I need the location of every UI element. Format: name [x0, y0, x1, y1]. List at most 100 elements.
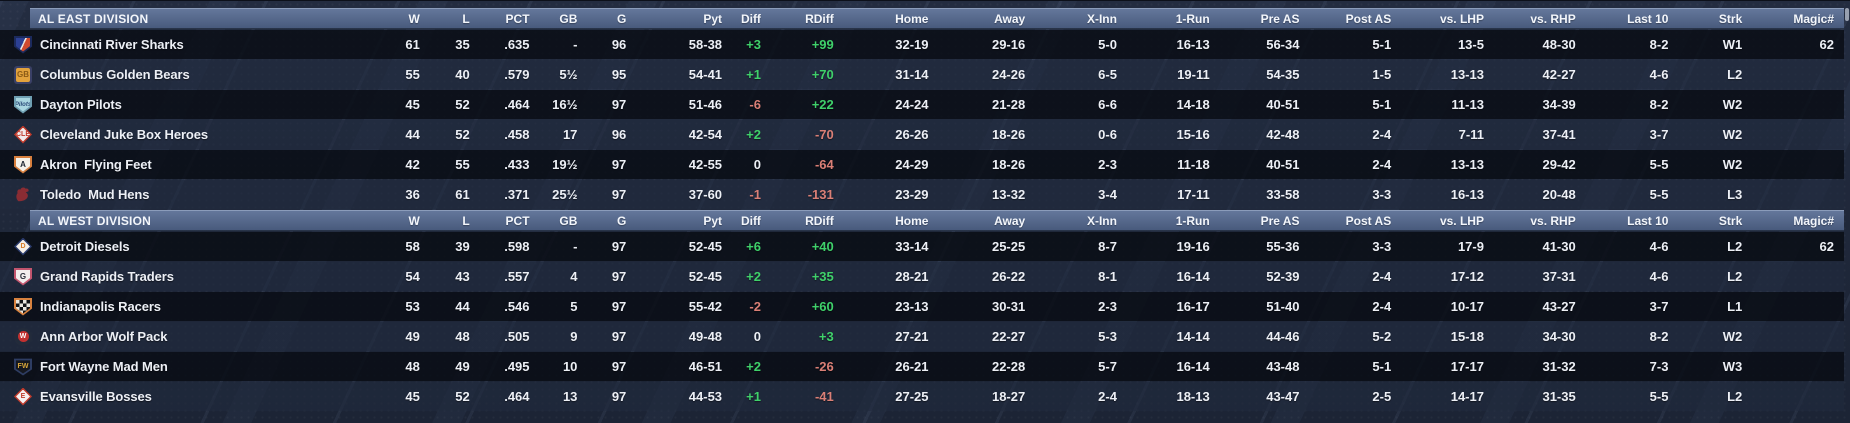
team-name[interactable]: Cincinnati River Sharks [40, 37, 184, 52]
column-header-home[interactable]: Home [895, 11, 929, 26]
team-row-indianapolis-racers[interactable]: Indianapolis Racers 53 44 .546 5 97 55-42 -2 +60… [0, 292, 1844, 321]
stat-vs-rhp: 31-32 [1542, 359, 1576, 374]
column-header-away[interactable]: Away [994, 213, 1026, 228]
column-header-g[interactable]: G [616, 11, 627, 26]
standings-table: AL EAST DIVISION W L PCT GB G Pyt Diff RDiff Home… [0, 8, 1844, 411]
column-header-w[interactable]: W [408, 213, 420, 228]
team-row-columbus-golden-bears[interactable]: GB Columbus Golden Bears 55 40 .579 5½ 95 54-41… [0, 60, 1844, 89]
team-logo: E [14, 387, 32, 406]
stat-strk: L3 [1727, 187, 1743, 202]
team-row-evansville-bosses[interactable]: E Evansville Bosses 45 52 .464 13 97 44-53 +1 -41… [0, 382, 1844, 411]
column-header-last-10[interactable]: Last 10 [1627, 213, 1669, 228]
column-header-pct[interactable]: PCT [505, 213, 530, 228]
column-header-pct[interactable]: PCT [505, 11, 530, 26]
team-cell[interactable]: D Detroit Diesels [0, 237, 360, 256]
column-header-rdiff[interactable]: RDiff [805, 213, 834, 228]
stat-pre-as: 43-48 [1266, 359, 1300, 374]
column-header-pre-as[interactable]: Pre AS [1260, 11, 1300, 26]
stat-w: 36 [405, 187, 420, 202]
stat-l: 49 [455, 359, 470, 374]
team-row-ann-arbor-wolf-pack[interactable]: W Ann Arbor Wolf Pack 49 48 .505 9 97 49-48 0 +3 2… [0, 322, 1844, 351]
column-header-gb[interactable]: GB [559, 213, 578, 228]
column-header-l[interactable]: L [462, 11, 470, 26]
team-row-cincinnati-river-sharks[interactable]: Cincinnati River Sharks 61 35 .635 - 96 58-38 +… [0, 30, 1844, 59]
team-cell[interactable]: Pilots Dayton Pilots [0, 95, 360, 114]
stat-vs-rhp: 41-30 [1542, 239, 1576, 254]
stat-diff: +6 [746, 239, 761, 254]
column-header-last-10[interactable]: Last 10 [1627, 11, 1669, 26]
team-row-grand-rapids-traders[interactable]: G Grand Rapids Traders 54 43 .557 4 97 52-45 +2 +… [0, 262, 1844, 291]
team-name[interactable]: Detroit Diesels [40, 239, 130, 254]
column-header-g[interactable]: G [616, 213, 627, 228]
team-cell[interactable]: W Ann Arbor Wolf Pack [0, 327, 360, 346]
stat-gb: - [573, 37, 578, 52]
column-header-l[interactable]: L [462, 213, 470, 228]
stat-magic: 62 [1819, 37, 1835, 52]
stat-pct: .505 [504, 329, 530, 344]
column-header-home[interactable]: Home [895, 213, 929, 228]
column-header-magic[interactable]: Magic# [1793, 11, 1835, 26]
team-cell[interactable]: Indianapolis Racers [0, 297, 360, 316]
column-header-pyt[interactable]: Pyt [703, 11, 723, 26]
column-header-rdiff[interactable]: RDiff [805, 11, 834, 26]
team-cell[interactable]: GB Columbus Golden Bears [0, 65, 360, 84]
column-header-pre-as[interactable]: Pre AS [1260, 213, 1300, 228]
team-cell[interactable]: Cincinnati River Sharks [0, 35, 360, 54]
column-header-vs-lhp[interactable]: vs. LHP [1439, 11, 1484, 26]
team-cell[interactable]: Toledo Mud Hens [0, 186, 360, 204]
stat-pct: .579 [504, 67, 530, 82]
column-header-away[interactable]: Away [994, 11, 1026, 26]
column-header-x-inn[interactable]: X-Inn [1086, 213, 1117, 228]
team-cell[interactable]: E Evansville Bosses [0, 387, 360, 406]
team-name[interactable]: Fort Wayne Mad Men [40, 359, 168, 374]
team-name[interactable]: Cleveland Juke Box Heroes [40, 127, 209, 142]
column-header-vs-rhp[interactable]: vs. RHP [1530, 213, 1576, 228]
team-name[interactable]: Evansville Bosses [40, 389, 152, 404]
stat-vs-rhp: 42-27 [1542, 67, 1576, 82]
stat-pyt: 55-42 [688, 299, 723, 314]
column-header-w[interactable]: W [408, 11, 420, 26]
column-header-gb[interactable]: GB [559, 11, 578, 26]
team-row-akron-flying-feet[interactable]: A Akron Flying Feet 42 55 .433 19½ 97 42-55 0 -64… [0, 150, 1844, 179]
stat-l: 48 [455, 329, 470, 344]
scrollbar-thumb[interactable] [1845, 8, 1849, 21]
column-header-1-run[interactable]: 1-Run [1175, 213, 1210, 228]
team-name[interactable]: Toledo Mud Hens [40, 187, 150, 202]
column-header-magic[interactable]: Magic# [1793, 213, 1835, 228]
column-header-vs-rhp[interactable]: vs. RHP [1530, 11, 1576, 26]
column-header-post-as[interactable]: Post AS [1345, 213, 1392, 228]
team-cell[interactable]: G Grand Rapids Traders [0, 267, 360, 286]
team-name[interactable]: Grand Rapids Traders [40, 269, 174, 284]
team-name[interactable]: Akron Flying Feet [40, 157, 152, 172]
team-row-cleveland-juke-box-heroes[interactable]: CLE Cleveland Juke Box Heroes 44 52 .458 17 96… [0, 120, 1844, 149]
team-row-detroit-diesels[interactable]: D Detroit Diesels 58 39 .598 - 97 52-45 +6 +40 33-… [0, 232, 1844, 261]
team-cell[interactable]: FW Fort Wayne Mad Men [0, 358, 360, 376]
stat-last-10: 5-5 [1649, 157, 1669, 172]
stat-w: 54 [405, 269, 420, 284]
team-logo: Pilots [14, 95, 32, 114]
team-cell[interactable]: CLE Cleveland Juke Box Heroes [0, 125, 360, 144]
column-header-strk[interactable]: Strk [1718, 213, 1743, 228]
team-cell[interactable]: A Akron Flying Feet [0, 155, 360, 174]
column-header-diff[interactable]: Diff [740, 213, 761, 228]
column-header-pyt[interactable]: Pyt [703, 213, 723, 228]
stat-pct: .598 [504, 239, 530, 254]
column-header-strk[interactable]: Strk [1718, 11, 1743, 26]
column-header-vs-lhp[interactable]: vs. LHP [1439, 213, 1484, 228]
stat-x-inn: 5-7 [1098, 359, 1117, 374]
team-logo [14, 186, 32, 204]
column-header-post-as[interactable]: Post AS [1345, 11, 1392, 26]
team-name[interactable]: Ann Arbor Wolf Pack [40, 329, 168, 344]
stat-home: 27-21 [895, 329, 929, 344]
team-name[interactable]: Indianapolis Racers [40, 299, 161, 314]
team-row-toledo-mud-hens[interactable]: Toledo Mud Hens 36 61 .371 25½ 97 37-60 -1 -131 2… [0, 180, 1844, 209]
team-name[interactable]: Dayton Pilots [40, 97, 122, 112]
team-name[interactable]: Columbus Golden Bears [40, 67, 190, 82]
column-header-1-run[interactable]: 1-Run [1175, 11, 1210, 26]
team-row-dayton-pilots[interactable]: Pilots Dayton Pilots 45 52 .464 16½ 97 51-46 -6 +… [0, 90, 1844, 119]
stat-g: 96 [611, 127, 627, 142]
stat-away: 24-26 [991, 67, 1026, 82]
team-row-fort-wayne-mad-men[interactable]: FW Fort Wayne Mad Men 48 49 .495 10 97 46-51 +2 -… [0, 352, 1844, 381]
column-header-diff[interactable]: Diff [740, 11, 761, 26]
column-header-x-inn[interactable]: X-Inn [1086, 11, 1117, 26]
